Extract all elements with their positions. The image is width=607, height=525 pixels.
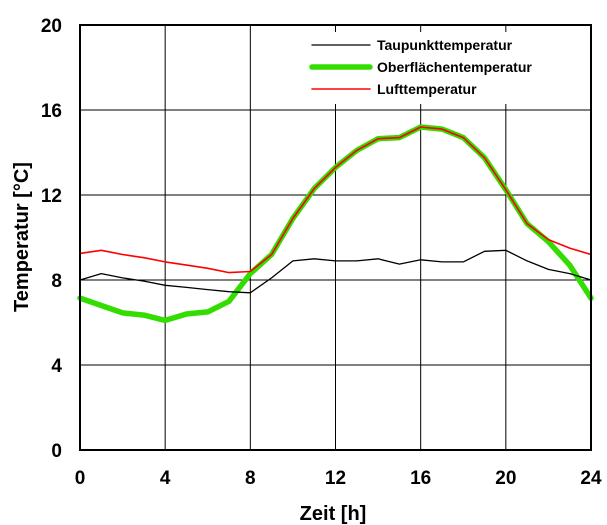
legend-label: Taupunkttemperatur <box>377 37 513 53</box>
legend: Taupunkttemperatur Oberflächentemperatur L… <box>302 32 584 104</box>
y-tick-labels: 0 4 8 12 16 20 <box>41 16 63 462</box>
series-layer <box>77 124 594 324</box>
series-line-2 <box>79 126 592 274</box>
y-tick-label: 8 <box>51 271 62 292</box>
x-tick-label: 0 <box>75 468 86 489</box>
legend-label: Oberflächentemperatur <box>377 59 532 75</box>
x-tick-label: 20 <box>495 468 516 489</box>
y-tick-label: 4 <box>51 356 62 377</box>
x-tick-label: 4 <box>160 468 171 489</box>
legend-label: Lufttemperatur <box>377 81 477 97</box>
x-tick-label: 24 <box>580 468 602 489</box>
series-line-0 <box>79 249 592 294</box>
x-tick-labels: 0 4 8 12 16 20 24 <box>75 468 602 489</box>
x-axis-label: Zeit [h] <box>300 503 367 525</box>
y-axis-label: Temperatur [°C] <box>11 162 33 312</box>
x-tick-label: 16 <box>410 468 431 489</box>
y-tick-label: 12 <box>41 186 62 207</box>
y-tick-label: 20 <box>41 16 62 37</box>
x-tick-label: 12 <box>325 468 346 489</box>
y-tick-label: 16 <box>41 101 62 122</box>
y-tick-label: 0 <box>51 441 62 462</box>
x-tick-label: 8 <box>245 468 256 489</box>
plot-frame <box>79 24 592 451</box>
